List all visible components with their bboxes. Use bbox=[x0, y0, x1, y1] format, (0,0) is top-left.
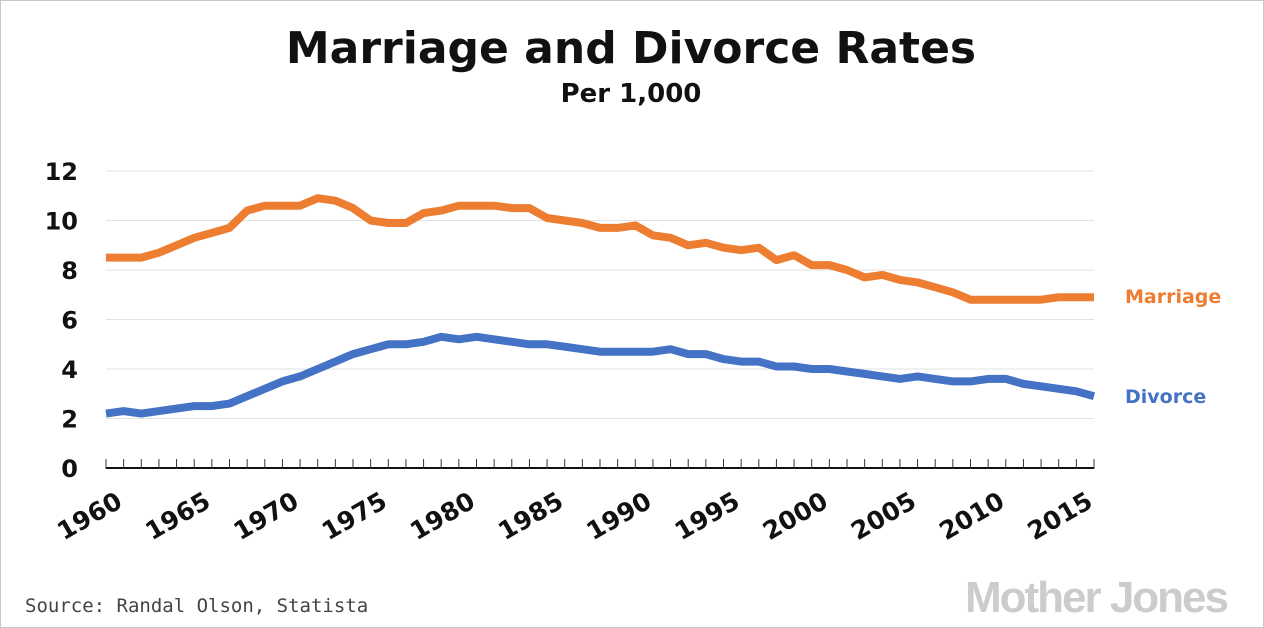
y-tick-label: 10 bbox=[45, 208, 78, 236]
y-tick-label: 12 bbox=[45, 158, 78, 186]
marriage-line bbox=[106, 194, 1094, 304]
y-tick-label: 0 bbox=[61, 455, 78, 483]
divorce-series-label: Divorce bbox=[1125, 386, 1206, 408]
x-tick-label: 1985 bbox=[493, 486, 568, 546]
x-tick-label: 2000 bbox=[758, 486, 833, 546]
y-tick-label: 4 bbox=[61, 356, 78, 384]
x-tick-label: 1965 bbox=[140, 486, 215, 546]
x-tick-label: 1980 bbox=[405, 486, 480, 546]
y-tick-label: 6 bbox=[61, 307, 78, 335]
marriage-series-label: Marriage bbox=[1125, 286, 1221, 308]
y-axis-ticks: 0 2 4 6 8 10 12 bbox=[45, 158, 78, 483]
source-note: Source: Randal Olson, Statista bbox=[25, 595, 368, 617]
mother-jones-logo: Mother Jones bbox=[965, 573, 1228, 622]
x-tick-label: 2010 bbox=[934, 486, 1009, 546]
y-tick-label: 2 bbox=[61, 406, 78, 434]
chart-title: Marriage and Divorce Rates bbox=[286, 23, 976, 74]
x-tick-label: 2015 bbox=[1023, 486, 1098, 546]
x-tick-label: 2005 bbox=[846, 486, 921, 546]
x-tick-label: 1995 bbox=[670, 486, 745, 546]
divorce-line bbox=[105, 332, 1096, 418]
gridlines bbox=[106, 170, 1094, 419]
x-tick-label: 1970 bbox=[229, 486, 304, 546]
chart-subtitle: Per 1,000 bbox=[561, 79, 702, 109]
x-tick-label: 1975 bbox=[317, 486, 392, 546]
y-tick-label: 8 bbox=[61, 257, 78, 285]
x-axis: 1960 1965 1970 1975 1980 1985 1990 1995 2000 2005… bbox=[52, 459, 1097, 546]
x-tick-label: 1960 bbox=[52, 486, 127, 546]
series-lines bbox=[105, 194, 1096, 418]
x-tick-label: 1990 bbox=[582, 486, 657, 546]
